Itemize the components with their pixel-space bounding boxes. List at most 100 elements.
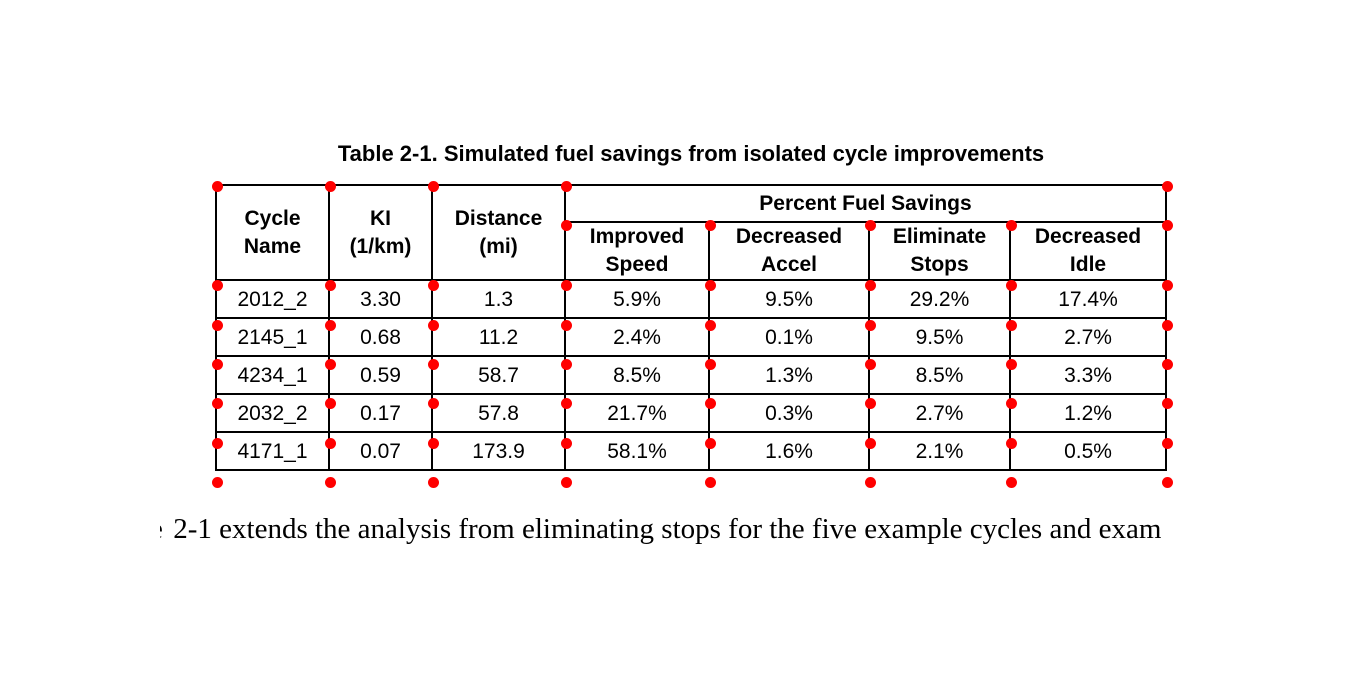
table-cell: 1.2% <box>1009 393 1167 433</box>
table-cell: 2032_2 <box>215 393 330 433</box>
grid-dot <box>1161 397 1173 409</box>
col-header-ki: KI (1/km) <box>328 184 433 281</box>
header-row-group: Cycle Name KI (1/km) Distance (mi) Perce… <box>215 184 1167 281</box>
grid-dot <box>1005 279 1017 291</box>
table-cell: 2145_1 <box>215 317 330 357</box>
grid-dot <box>211 437 223 449</box>
col-header-decreased-accel: Decreased Accel <box>708 221 870 281</box>
grid-dot <box>324 279 336 291</box>
table-cell: 0.1% <box>708 317 870 357</box>
table-cell: 0.5% <box>1009 431 1167 471</box>
grid-dot <box>560 476 572 488</box>
grid-dot <box>324 476 336 488</box>
grid-dot <box>427 437 439 449</box>
table-cell: 1.6% <box>708 431 870 471</box>
grid-dot <box>560 279 572 291</box>
grid-dot <box>211 358 223 370</box>
grid-dot <box>211 476 223 488</box>
table-cell: 57.8 <box>431 393 566 433</box>
table-cell: 1.3% <box>708 355 870 395</box>
body-paragraph: e 2-1 extends the analysis from eliminat… <box>160 511 1161 547</box>
grid-dot <box>864 319 876 331</box>
col-header-distance: Distance (mi) <box>431 184 566 281</box>
grid-dot <box>864 437 876 449</box>
grid-dot <box>560 180 572 192</box>
table-title: Table 2-1. Simulated fuel savings from i… <box>337 141 1045 166</box>
table-cell: 58.1% <box>564 431 710 471</box>
table-cell: 2012_2 <box>215 279 330 319</box>
grid-dot <box>704 319 716 331</box>
grid-dot <box>211 279 223 291</box>
grid-dot <box>1005 437 1017 449</box>
table-cell: 0.3% <box>708 393 870 433</box>
table-cell: 3.30 <box>328 279 433 319</box>
grid-dot <box>324 397 336 409</box>
grid-dot <box>1005 219 1017 231</box>
grid-dot <box>1161 319 1173 331</box>
grid-dot <box>704 279 716 291</box>
table-cell: 9.5% <box>868 317 1011 357</box>
grid-dot <box>1005 319 1017 331</box>
table-row: 2032_2 0.17 57.8 21.7% 0.3% 2.7% 1.2% <box>215 393 1167 433</box>
table-cell: 0.07 <box>328 431 433 471</box>
grid-dot <box>864 358 876 370</box>
grid-dot <box>427 180 439 192</box>
table-row: 4234_1 0.59 58.7 8.5% 1.3% 8.5% 3.3% <box>215 355 1167 395</box>
grid-dot <box>211 397 223 409</box>
table-cell: 2.4% <box>564 317 710 357</box>
table-cell: 2.7% <box>1009 317 1167 357</box>
table-cell: 21.7% <box>564 393 710 433</box>
col-header-improved-speed: Improved Speed <box>564 221 710 281</box>
col-header-eliminate-stops: Eliminate Stops <box>868 221 1011 281</box>
table-row: 2012_2 3.30 1.3 5.9% 9.5% 29.2% 17.4% <box>215 279 1167 319</box>
fuel-savings-table: Cycle Name KI (1/km) Distance (mi) Perce… <box>215 184 1167 471</box>
table-cell: 58.7 <box>431 355 566 395</box>
grid-dot <box>427 476 439 488</box>
grid-dot <box>324 180 336 192</box>
grid-dot <box>704 476 716 488</box>
grid-dot <box>1005 476 1017 488</box>
grid-dot <box>864 397 876 409</box>
header-row-sub: Improved Speed Decreased Accel Eliminate… <box>216 221 1167 281</box>
grid-dot <box>704 358 716 370</box>
table-row: 4171_1 0.07 173.9 58.1% 1.6% 2.1% 0.5% <box>215 431 1167 471</box>
grid-dot <box>864 476 876 488</box>
grid-dot <box>704 437 716 449</box>
grid-dot <box>864 219 876 231</box>
grid-dot <box>1161 476 1173 488</box>
grid-dot <box>427 397 439 409</box>
grid-dot <box>1161 358 1173 370</box>
table-cell: 1.3 <box>431 279 566 319</box>
table-cell: 0.17 <box>328 393 433 433</box>
grid-dot <box>427 279 439 291</box>
table-cell: 8.5% <box>868 355 1011 395</box>
grid-dot <box>324 437 336 449</box>
grid-dot <box>560 219 572 231</box>
clipped-character: e <box>160 511 166 547</box>
group-header-percent-fuel-savings: Percent Fuel Savings <box>564 184 1167 223</box>
table-cell: 11.2 <box>431 317 566 357</box>
table-cell: 9.5% <box>708 279 870 319</box>
table-cell: 4171_1 <box>215 431 330 471</box>
table-cell: 2.1% <box>868 431 1011 471</box>
grid-dot <box>324 319 336 331</box>
table-cell: 8.5% <box>564 355 710 395</box>
grid-dot <box>704 397 716 409</box>
col-header-cycle-name: Cycle Name <box>215 184 330 281</box>
grid-dot <box>560 437 572 449</box>
grid-dot <box>427 358 439 370</box>
grid-dot <box>211 319 223 331</box>
col-header-decreased-idle: Decreased Idle <box>1009 221 1167 281</box>
body-paragraph-text: 2-1 extends the analysis from eliminatin… <box>173 513 1162 545</box>
grid-dot <box>211 180 223 192</box>
table-row: 2145_1 0.68 11.2 2.4% 0.1% 9.5% 2.7% <box>215 317 1167 357</box>
grid-dot <box>704 219 716 231</box>
grid-dot <box>560 319 572 331</box>
grid-dot <box>427 319 439 331</box>
table-cell: 173.9 <box>431 431 566 471</box>
grid-dot <box>1005 358 1017 370</box>
table-cell: 17.4% <box>1009 279 1167 319</box>
table-cell: 2.7% <box>868 393 1011 433</box>
table-cell: 3.3% <box>1009 355 1167 395</box>
